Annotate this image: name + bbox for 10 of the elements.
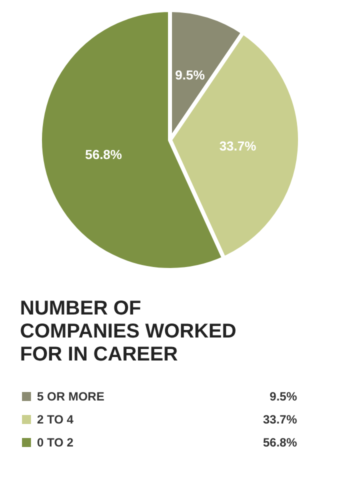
text: 56.8% (262, 436, 297, 450)
data-label: 9.5% (175, 68, 206, 83)
text: 33.7% (262, 412, 297, 426)
data-label: 33.7% (219, 138, 257, 154)
text: NUMBER OF COMPANIES WORKED FOR IN CAREER (20, 298, 242, 366)
legend-label: 0 TO 2 (37, 436, 74, 450)
data-label: 56.8% (85, 146, 122, 162)
legend-label: 2 TO 4 (37, 412, 74, 426)
text: 9.5% (270, 390, 297, 404)
legend-label: 5 OR MORE (37, 390, 104, 404)
